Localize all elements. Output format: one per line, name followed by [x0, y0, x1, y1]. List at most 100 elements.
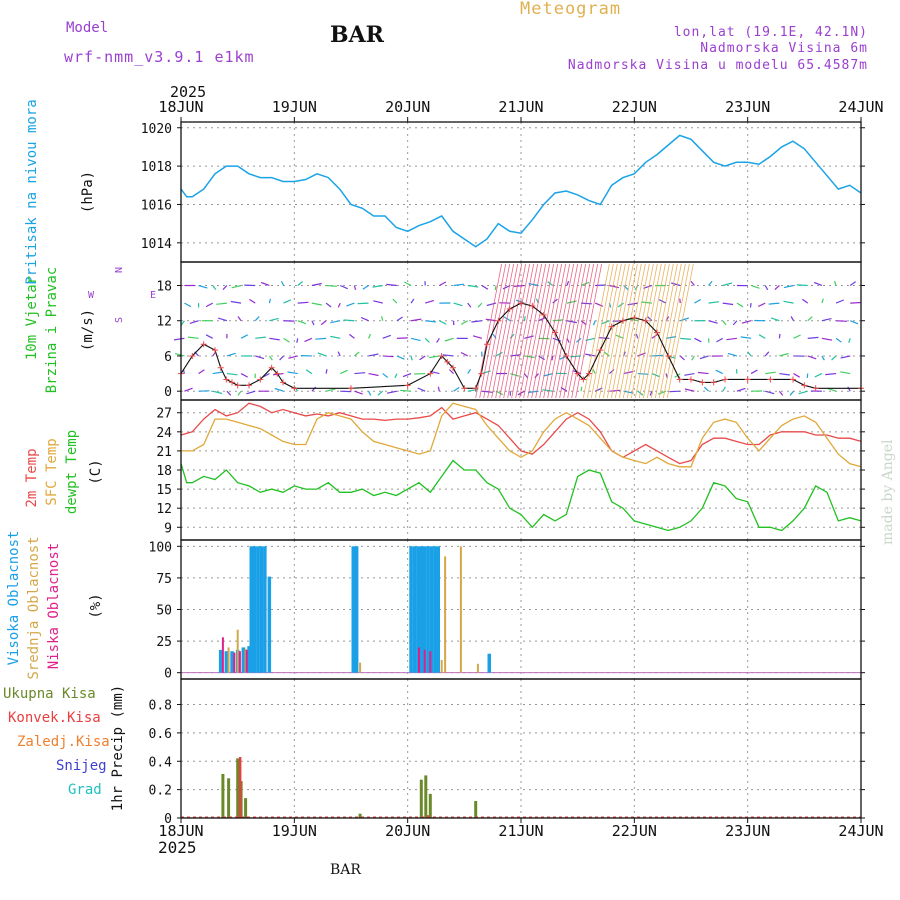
- wind-vector: [802, 298, 809, 304]
- wind-vector: [311, 320, 315, 326]
- cloud-bar: [252, 546, 257, 673]
- wind-vector: [326, 284, 337, 287]
- wind-vector: [848, 338, 851, 343]
- wind-vector: [260, 281, 270, 287]
- wind-hatch: [575, 263, 603, 399]
- wind-vector: [467, 368, 472, 374]
- wind-vector: [796, 284, 808, 287]
- wind-gust-marker: [631, 314, 638, 321]
- wind-vector: [513, 284, 525, 287]
- wind-vector: [467, 388, 478, 392]
- wind-gust-marker: [229, 379, 235, 386]
- wind-vector: [217, 317, 228, 322]
- precip-axis-label: 1hr Precip (mm): [110, 685, 126, 811]
- wind-vector: [382, 355, 394, 358]
- wind-gust-marker: [580, 376, 587, 383]
- wind-vector: [402, 373, 412, 378]
- wind-gust-marker: [217, 364, 224, 371]
- cloud-bar: [227, 647, 230, 673]
- y-tick-label: 12: [156, 315, 172, 330]
- wind-vector: [821, 318, 832, 322]
- y-tick-label: 25: [156, 635, 172, 650]
- wind-hatch: [531, 263, 559, 399]
- wind-vector: [262, 373, 270, 378]
- wind-vector: [836, 320, 848, 322]
- wind-vector: [198, 369, 205, 375]
- wind-vector: [174, 337, 185, 341]
- wind-vector: [798, 390, 808, 395]
- wind-vector: [410, 337, 421, 342]
- wind-vector: [216, 302, 227, 305]
- wind-vector: [226, 352, 236, 357]
- wind-vector: [680, 317, 689, 322]
- wind-hatch: [483, 263, 511, 399]
- wind-dir-east: E: [150, 290, 156, 301]
- wind-vector: [764, 351, 770, 357]
- cloud-bar: [419, 546, 423, 673]
- cloud-bar: [354, 546, 359, 673]
- wind-hatch: [594, 263, 622, 399]
- temperature-unit-label: (C): [88, 459, 104, 484]
- wind-hatch: [559, 263, 587, 399]
- wind-vector: [481, 284, 489, 290]
- wind-vector: [790, 316, 795, 322]
- wind-vector: [592, 320, 596, 326]
- wind-vector: [297, 301, 309, 304]
- top-year-label: 2025: [170, 83, 207, 101]
- wind-vector: [669, 390, 681, 393]
- panel-frame-precipitation: [180, 678, 862, 819]
- x-tick-label-bottom: 23JUN: [725, 822, 770, 840]
- wind-gust-marker: [676, 376, 683, 383]
- wind-vector: [850, 320, 859, 325]
- wind-hatch: [543, 263, 571, 399]
- wind-gust-marker: [767, 376, 774, 383]
- x-tick-label-bottom: 18JUN: [158, 822, 203, 840]
- wind-vector: [429, 355, 440, 359]
- cloud-bar: [416, 546, 420, 673]
- wind-vector: [346, 302, 355, 307]
- cloud-bar: [418, 647, 420, 673]
- wind-hatch: [650, 263, 678, 399]
- pressure-unit-label: (hPa): [80, 171, 96, 213]
- wind-gust-marker: [234, 382, 241, 389]
- cloud-bar: [236, 629, 239, 673]
- wind-gust-marker: [484, 341, 490, 348]
- wind-vector: [212, 390, 223, 395]
- wind-gust-marker: [506, 305, 513, 312]
- wind-vector: [394, 373, 398, 379]
- wind-hatch: [499, 263, 527, 399]
- wind-hatch: [503, 263, 531, 399]
- wind-vector: [758, 334, 766, 339]
- wind-vector: [750, 284, 760, 289]
- wind-vector: [649, 390, 653, 396]
- wind-vector: [722, 320, 727, 326]
- y-tick-label: 0.2: [149, 784, 172, 799]
- wind-vector: [349, 333, 355, 339]
- x-tick-label-bottom: 20JUN: [385, 822, 430, 840]
- wind-vector: [404, 281, 412, 287]
- station-elevation: Nadmorska Visina 6m: [700, 41, 868, 56]
- wind-vector: [268, 298, 271, 304]
- wind-vector: [783, 300, 794, 304]
- wind-vector: [850, 301, 862, 304]
- wind-hatch: [491, 263, 519, 399]
- wind-vector: [436, 338, 440, 343]
- wind-vector: [368, 390, 372, 396]
- wind-hatch: [487, 263, 515, 399]
- wind-vector: [297, 281, 303, 286]
- wind-gust-marker: [654, 329, 660, 336]
- wind-vector: [280, 280, 285, 286]
- y-tick-label: 0.6: [149, 727, 172, 742]
- y-tick-label: 1020: [141, 122, 172, 137]
- temperature-line-1: [181, 402, 862, 468]
- wind-vector: [187, 336, 199, 339]
- wind-storm-band: [475, 263, 603, 399]
- wind-gust-marker: [200, 341, 207, 348]
- wind-hatch: [654, 263, 682, 399]
- wind-gust-marker: [597, 347, 604, 354]
- cloud-bar: [267, 576, 272, 673]
- wind-hatch: [515, 263, 543, 399]
- wind-vector: [580, 281, 590, 287]
- wind-vector: [269, 337, 280, 341]
- wind-gust-marker: [438, 352, 445, 359]
